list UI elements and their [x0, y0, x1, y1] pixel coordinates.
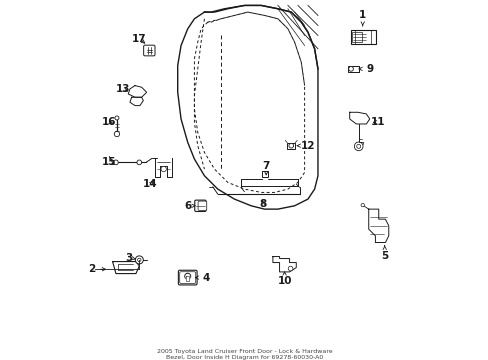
Text: 15: 15: [102, 157, 116, 167]
FancyBboxPatch shape: [178, 270, 197, 285]
Circle shape: [135, 256, 143, 264]
Bar: [347, 66, 358, 72]
Circle shape: [184, 273, 190, 279]
Text: 11: 11: [370, 117, 385, 127]
Text: 16: 16: [102, 117, 116, 127]
Bar: [261, 171, 267, 177]
Text: 3: 3: [125, 253, 136, 262]
Text: 2005 Toyota Land Cruiser Front Door - Lock & Hardware
Bezel, Door Inside H Diagr: 2005 Toyota Land Cruiser Front Door - Lo…: [156, 350, 332, 360]
Circle shape: [161, 166, 166, 172]
Circle shape: [114, 131, 120, 137]
Text: 8: 8: [259, 199, 266, 209]
Polygon shape: [155, 158, 172, 177]
Polygon shape: [128, 86, 146, 97]
FancyBboxPatch shape: [143, 45, 155, 56]
Bar: [351, 32, 361, 42]
Bar: [350, 30, 375, 44]
Text: 1: 1: [358, 10, 366, 26]
Text: 6: 6: [183, 201, 195, 211]
Circle shape: [137, 258, 141, 262]
Circle shape: [113, 160, 118, 165]
Polygon shape: [349, 112, 369, 124]
Polygon shape: [272, 257, 296, 272]
Text: 2: 2: [88, 264, 105, 274]
Circle shape: [354, 142, 362, 151]
Circle shape: [288, 143, 293, 148]
Text: 14: 14: [142, 179, 157, 189]
Text: 10: 10: [277, 272, 291, 286]
Polygon shape: [130, 97, 143, 105]
Circle shape: [360, 203, 364, 207]
Bar: [286, 143, 295, 149]
Circle shape: [348, 67, 353, 71]
Text: 9: 9: [358, 64, 372, 74]
Text: 7: 7: [262, 161, 269, 175]
Text: 17: 17: [132, 34, 146, 44]
Circle shape: [115, 116, 119, 120]
Polygon shape: [186, 276, 189, 281]
FancyBboxPatch shape: [180, 272, 195, 283]
Circle shape: [356, 144, 360, 148]
FancyBboxPatch shape: [198, 201, 206, 211]
Polygon shape: [368, 209, 388, 243]
Text: 4: 4: [195, 273, 209, 283]
Polygon shape: [112, 262, 139, 274]
Circle shape: [137, 160, 142, 165]
Circle shape: [287, 266, 292, 271]
Text: 5: 5: [380, 245, 387, 261]
Text: 13: 13: [115, 84, 130, 94]
FancyBboxPatch shape: [194, 200, 205, 211]
Text: 12: 12: [297, 141, 315, 151]
